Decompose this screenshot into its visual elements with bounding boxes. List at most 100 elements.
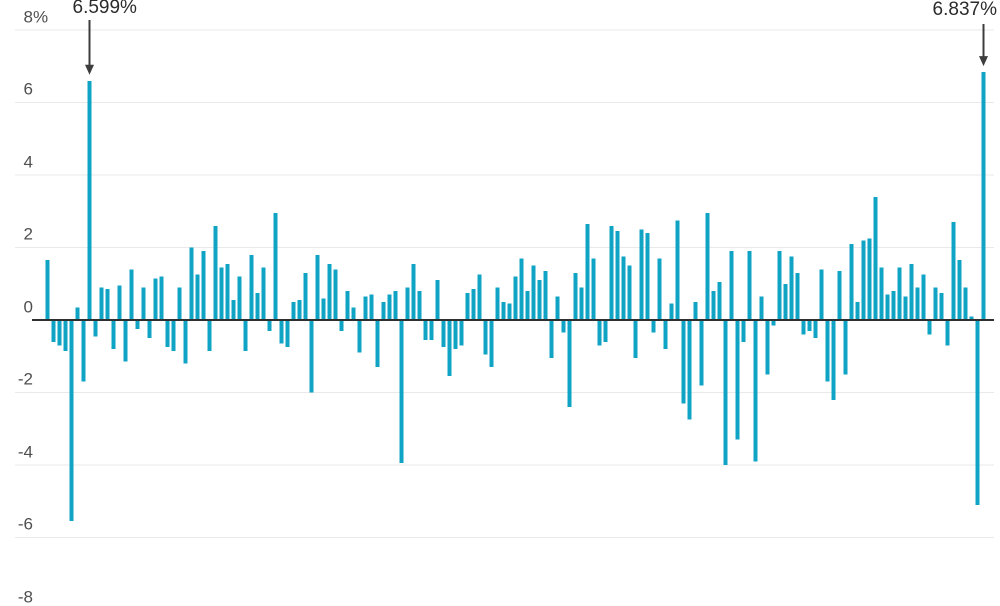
y-axis-tick-label: 2: [23, 224, 33, 244]
bar: [351, 307, 356, 320]
bar: [435, 280, 440, 320]
bar: [705, 213, 710, 320]
bar: [441, 320, 446, 348]
bar: [45, 260, 50, 320]
bar: [759, 296, 764, 320]
bar: [51, 320, 56, 342]
bar: [657, 258, 662, 320]
bar: [429, 320, 434, 340]
bar: [327, 263, 332, 320]
bar: [819, 269, 824, 321]
bar: [315, 254, 320, 321]
bar: [279, 320, 284, 344]
bar: [549, 320, 554, 359]
bar: [363, 296, 368, 320]
bar: [423, 320, 428, 340]
bar: [189, 247, 194, 320]
bar: [579, 287, 584, 320]
bar: [981, 72, 986, 320]
bar: [561, 320, 566, 333]
y-axis-tick-label: 6: [23, 79, 33, 99]
percent-suffix: %: [33, 7, 49, 26]
bar: [321, 298, 326, 321]
y-axis-tick-label: -8: [17, 587, 33, 606]
bar: [201, 251, 206, 320]
bar: [597, 320, 602, 346]
bar: [519, 258, 524, 320]
bar: [195, 274, 200, 320]
arrow-head: [85, 64, 94, 75]
y-axis-tick-label: -2: [17, 369, 33, 389]
bar: [141, 287, 146, 320]
bar: [969, 316, 974, 320]
bar: [849, 243, 854, 320]
bar: [675, 220, 680, 320]
bar: [633, 320, 638, 359]
bar: [807, 320, 812, 331]
bar: [789, 256, 794, 320]
bar: [345, 291, 350, 320]
bars: [45, 72, 986, 522]
bar: [147, 320, 152, 339]
bar: [915, 287, 920, 320]
bar: [897, 267, 902, 320]
arrow-head: [979, 56, 988, 67]
bar: [591, 258, 596, 320]
bar: [891, 291, 896, 320]
y-axis-tick-label: -4: [17, 442, 33, 461]
bar: [255, 292, 260, 320]
bar: [399, 320, 404, 464]
bar: [855, 301, 860, 320]
bar: [177, 287, 182, 320]
bar: [267, 320, 272, 331]
y-axis-tick-label: -6: [17, 514, 33, 534]
bar: [735, 320, 740, 440]
annotation-right-peak-label: 6.837%: [932, 0, 997, 20]
y-axis-tick-label: 4: [23, 152, 33, 171]
annotation-left-peak-label: 6.599%: [72, 0, 137, 18]
bar: [213, 225, 218, 321]
bar: [693, 301, 698, 320]
bar: [285, 320, 290, 348]
bar: [261, 267, 266, 320]
bar: [93, 320, 98, 337]
bar: [357, 320, 362, 353]
bar: [273, 213, 278, 320]
bar: [237, 276, 242, 320]
bar: [975, 320, 980, 505]
bar: [303, 272, 308, 320]
annotation-right-peak: 6.837%: [933, 0, 997, 19]
bar: [513, 276, 518, 320]
bar: [219, 267, 224, 320]
bar: [309, 320, 314, 393]
bar: [123, 320, 128, 362]
bar: [111, 320, 116, 349]
bar: [465, 292, 470, 320]
bar: [939, 292, 944, 320]
bar: [333, 269, 338, 321]
bar: [555, 296, 560, 320]
bar: [135, 320, 140, 330]
bar: [453, 320, 458, 349]
bar: [801, 320, 806, 335]
bar: [711, 291, 716, 320]
bar: [411, 263, 416, 320]
bar: [765, 320, 770, 375]
bar: [249, 254, 254, 321]
bar: [543, 271, 548, 320]
bar: [921, 274, 926, 320]
bar: [843, 320, 848, 375]
bar: [957, 260, 962, 320]
bar: [933, 287, 938, 320]
bar: [753, 320, 758, 462]
bar: [159, 276, 164, 320]
bar: [297, 300, 302, 320]
bar: [837, 271, 842, 320]
bar: [687, 320, 692, 420]
bar: [909, 263, 914, 320]
bar: [867, 238, 872, 320]
bar: [885, 294, 890, 320]
bar: [627, 265, 632, 320]
bar: [651, 320, 656, 333]
bar: [387, 294, 392, 320]
